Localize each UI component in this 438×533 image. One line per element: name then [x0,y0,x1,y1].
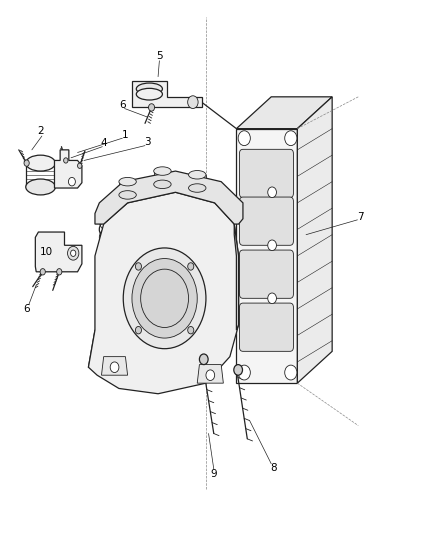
Circle shape [135,263,141,270]
Circle shape [268,187,276,198]
Ellipse shape [26,155,55,171]
Circle shape [234,365,243,375]
Polygon shape [132,81,201,108]
Text: 8: 8 [271,463,277,473]
Polygon shape [237,97,332,128]
Circle shape [268,240,276,251]
Circle shape [238,131,251,146]
Text: 5: 5 [156,51,162,61]
Text: 10: 10 [40,247,53,257]
Circle shape [57,269,62,275]
Circle shape [199,354,208,365]
Circle shape [67,246,79,260]
Circle shape [188,263,194,270]
Circle shape [285,365,297,380]
Polygon shape [54,150,82,188]
Text: 1: 1 [122,130,129,140]
Circle shape [110,362,119,373]
Circle shape [206,370,215,381]
Ellipse shape [119,177,136,186]
Polygon shape [297,97,332,383]
Circle shape [238,365,251,380]
Text: 7: 7 [357,212,364,222]
Text: 6: 6 [23,304,30,314]
Polygon shape [102,357,127,375]
Text: 4: 4 [101,139,107,149]
Ellipse shape [188,184,206,192]
Text: 3: 3 [144,138,151,148]
Circle shape [148,104,155,111]
Polygon shape [237,128,297,383]
Circle shape [123,248,206,349]
Ellipse shape [188,171,206,179]
Ellipse shape [136,88,162,100]
FancyBboxPatch shape [240,197,293,245]
Text: 6: 6 [119,100,126,110]
Circle shape [132,259,197,338]
Ellipse shape [119,191,136,199]
Circle shape [285,131,297,146]
Circle shape [71,250,76,256]
FancyBboxPatch shape [240,250,293,298]
Circle shape [24,160,29,166]
Circle shape [135,327,141,334]
Polygon shape [234,224,239,330]
Circle shape [78,163,82,168]
Circle shape [187,96,198,109]
FancyBboxPatch shape [240,303,293,351]
Circle shape [40,269,46,275]
Polygon shape [35,232,82,272]
Polygon shape [95,171,243,224]
Text: 2: 2 [37,126,44,136]
FancyBboxPatch shape [240,149,293,198]
Circle shape [64,158,68,163]
Ellipse shape [154,167,171,175]
Ellipse shape [154,180,171,189]
Circle shape [188,327,194,334]
Ellipse shape [136,83,162,95]
Circle shape [268,293,276,304]
Ellipse shape [26,179,55,195]
Text: 9: 9 [211,470,217,479]
Polygon shape [88,192,239,394]
Polygon shape [197,365,223,383]
Circle shape [68,177,75,186]
